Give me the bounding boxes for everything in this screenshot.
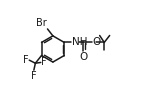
Text: O: O: [79, 52, 88, 62]
Text: F: F: [41, 57, 47, 67]
Text: NH: NH: [72, 37, 87, 47]
Text: Br: Br: [36, 18, 47, 28]
Text: F: F: [23, 55, 28, 65]
Text: O: O: [92, 37, 101, 47]
Text: F: F: [31, 71, 37, 81]
